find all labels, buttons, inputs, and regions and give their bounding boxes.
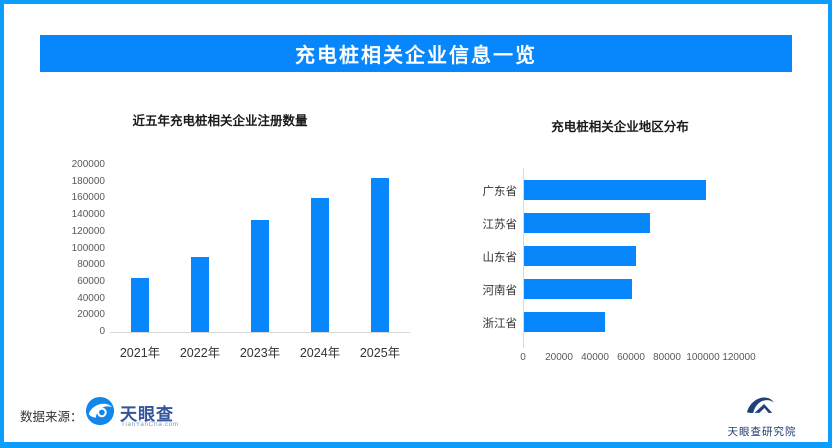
region-bar	[524, 312, 605, 332]
y-tick-label: 160000	[71, 192, 105, 204]
region-bar	[524, 279, 632, 299]
registration-bar	[251, 220, 269, 332]
x-category-label: 2023年	[239, 346, 281, 360]
registration-bar	[311, 197, 329, 332]
x-tick-label: 0	[520, 352, 526, 363]
research-institute-logo-text: 天眼查研究院	[727, 426, 797, 438]
region-chart-title: 充电桩相关企业地区分布	[551, 120, 689, 134]
y-tick-label: 0	[99, 326, 105, 337]
region-label: 广东省	[482, 186, 518, 198]
x-axis-line	[110, 332, 410, 333]
region-bar	[524, 180, 706, 200]
region-label: 浙江省	[482, 318, 518, 330]
registration-bar	[371, 178, 389, 332]
tianyancha-logo-text: 天眼查	[120, 405, 174, 424]
x-tick-label: 20000	[545, 352, 573, 363]
tianyancha-logo-icon	[85, 396, 115, 426]
registration-bar	[191, 256, 209, 332]
x-category-label: 2024年	[299, 346, 341, 360]
data-source-label: 数据来源：	[20, 410, 83, 424]
region-bar	[524, 213, 650, 233]
registration-bar	[131, 277, 149, 332]
registration-chart-title: 近五年充电桩相关企业注册数量	[132, 114, 308, 128]
region-label: 山东省	[482, 252, 518, 264]
x-category-label: 2022年	[179, 346, 221, 360]
infographic-content: 充电桩相关企业信息一览 近五年充电桩相关企业注册数量 0 20000 40000 60…	[4, 4, 828, 442]
research-institute-logo-icon	[747, 397, 774, 413]
region-bar	[524, 246, 636, 266]
y-tick-label: 40000	[77, 292, 105, 304]
y-tick-label: 20000	[77, 309, 105, 321]
y-tick-label: 80000	[77, 259, 105, 271]
region-label: 江苏省	[482, 219, 518, 231]
x-tick-label: 60000	[617, 352, 645, 363]
y-tick-label: 200000	[71, 159, 105, 170]
x-tick-label: 120000	[722, 352, 756, 363]
y-axis-line	[523, 168, 524, 348]
region-label: 河南省	[482, 285, 518, 297]
x-category-label: 2021年	[119, 346, 161, 360]
x-tick-label: 80000	[653, 352, 681, 363]
tianyancha-logo-subtext: TianYanCha.com	[121, 421, 179, 428]
x-tick-label: 100000	[686, 352, 720, 363]
y-tick-label: 60000	[77, 275, 105, 287]
x-category-label: 2025年	[359, 346, 401, 360]
y-tick-label: 120000	[71, 225, 105, 237]
page-title-text: 充电桩相关企业信息一览	[295, 45, 537, 67]
y-tick-label: 180000	[71, 175, 105, 187]
y-tick-label: 100000	[71, 242, 105, 254]
y-tick-label: 140000	[71, 209, 105, 221]
page-title: 充电桩相关企业信息一览	[40, 35, 792, 72]
x-tick-label: 40000	[581, 352, 609, 363]
